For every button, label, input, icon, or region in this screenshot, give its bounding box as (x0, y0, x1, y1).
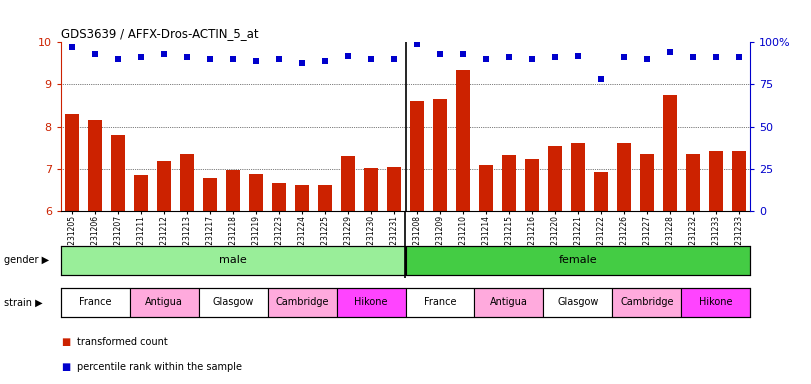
Point (663, 49, 676, 55)
Text: female: female (559, 255, 597, 265)
Bar (732, 151, 745, 211)
Bar (337, 288, 406, 317)
Bar (204, 178, 217, 211)
Bar (180, 154, 194, 211)
Text: transformed count: transformed count (77, 337, 168, 347)
Text: Hikone: Hikone (354, 297, 388, 308)
Bar (709, 151, 723, 211)
Point (526, 56, 539, 62)
Point (410, 41, 423, 47)
Bar (410, 101, 424, 211)
Bar (502, 156, 516, 211)
Bar (135, 175, 148, 211)
Bar (406, 288, 474, 317)
Bar (61, 246, 406, 275)
Text: ■: ■ (61, 362, 70, 372)
Point (571, 53, 584, 59)
Bar (272, 183, 286, 211)
Text: Antigua: Antigua (145, 297, 183, 308)
Text: ■: ■ (61, 337, 70, 347)
Point (686, 55, 699, 61)
Point (548, 55, 561, 61)
Point (181, 55, 194, 61)
Bar (433, 99, 447, 211)
Text: Antigua: Antigua (490, 297, 528, 308)
Point (617, 55, 630, 61)
Text: France: France (79, 297, 112, 308)
Point (157, 51, 170, 57)
Bar (474, 288, 543, 317)
Point (594, 76, 607, 83)
Point (640, 56, 653, 62)
Bar (130, 288, 199, 317)
Text: Hikone: Hikone (699, 297, 732, 308)
Point (502, 55, 515, 61)
Bar (663, 95, 676, 211)
Bar (543, 288, 612, 317)
Bar (406, 246, 750, 275)
Point (204, 56, 217, 62)
Point (341, 53, 354, 59)
Bar (111, 135, 125, 211)
Point (88, 51, 101, 57)
Bar (226, 170, 240, 211)
Bar (66, 114, 79, 211)
Point (295, 60, 308, 66)
Bar (594, 172, 607, 211)
Point (388, 56, 401, 62)
Point (135, 55, 148, 61)
Text: strain ▶: strain ▶ (4, 297, 43, 308)
Bar (61, 288, 130, 317)
Text: Glasgow: Glasgow (557, 297, 599, 308)
Bar (199, 288, 268, 317)
Text: Glasgow: Glasgow (212, 297, 254, 308)
Text: male: male (219, 255, 247, 265)
Text: percentile rank within the sample: percentile rank within the sample (77, 362, 242, 372)
Bar (479, 165, 493, 211)
Point (457, 51, 470, 57)
Bar (249, 174, 263, 211)
Point (319, 58, 332, 64)
Bar (686, 154, 700, 211)
Bar (364, 168, 378, 211)
Bar (88, 121, 102, 211)
Text: Cambridge: Cambridge (620, 297, 673, 308)
Bar (387, 167, 401, 211)
Bar (571, 143, 585, 211)
Text: GDS3639 / AFFX-Dros-ACTIN_5_at: GDS3639 / AFFX-Dros-ACTIN_5_at (61, 26, 259, 40)
Point (250, 58, 263, 64)
Point (479, 56, 492, 62)
Text: gender ▶: gender ▶ (4, 255, 49, 265)
Bar (525, 159, 539, 211)
Bar (681, 288, 750, 317)
Point (272, 56, 285, 62)
Point (112, 56, 125, 62)
Bar (640, 154, 654, 211)
Bar (612, 288, 681, 317)
Bar (548, 146, 562, 211)
Text: France: France (423, 297, 457, 308)
Point (732, 55, 745, 61)
Bar (295, 185, 309, 211)
Bar (617, 143, 631, 211)
Point (709, 55, 722, 61)
Text: Cambridge: Cambridge (276, 297, 328, 308)
Point (433, 51, 446, 57)
Point (66, 44, 79, 50)
Bar (268, 288, 337, 317)
Bar (157, 161, 171, 211)
Bar (318, 185, 332, 211)
Bar (456, 70, 470, 211)
Point (226, 56, 239, 62)
Bar (341, 156, 355, 211)
Point (364, 56, 377, 62)
